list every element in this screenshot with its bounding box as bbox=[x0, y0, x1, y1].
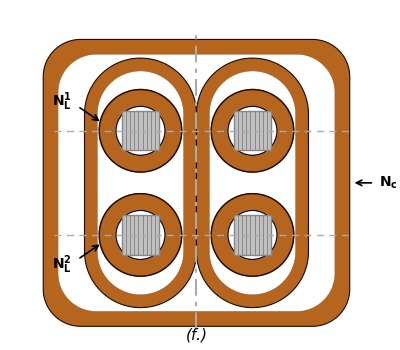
Polygon shape bbox=[98, 72, 183, 294]
Bar bbox=[234, 111, 271, 150]
Bar bbox=[234, 215, 271, 254]
Bar bbox=[122, 215, 159, 254]
Circle shape bbox=[211, 194, 294, 276]
Bar bbox=[122, 111, 159, 150]
Circle shape bbox=[116, 210, 165, 259]
Circle shape bbox=[228, 210, 277, 259]
PathPatch shape bbox=[43, 40, 350, 326]
Polygon shape bbox=[210, 72, 295, 294]
Circle shape bbox=[211, 90, 294, 172]
Text: $\mathbf{N_L^1}$: $\mathbf{N_L^1}$ bbox=[52, 90, 72, 113]
Text: $\mathbf{N_c}$: $\mathbf{N_c}$ bbox=[379, 175, 398, 191]
Text: $\mathbf{N_L^2}$: $\mathbf{N_L^2}$ bbox=[52, 253, 72, 276]
PathPatch shape bbox=[196, 58, 308, 308]
Polygon shape bbox=[59, 55, 334, 310]
Circle shape bbox=[99, 90, 182, 172]
PathPatch shape bbox=[84, 58, 196, 308]
Circle shape bbox=[228, 106, 277, 155]
Circle shape bbox=[99, 194, 182, 276]
Text: (f.): (f.) bbox=[186, 328, 208, 343]
Circle shape bbox=[116, 106, 165, 155]
